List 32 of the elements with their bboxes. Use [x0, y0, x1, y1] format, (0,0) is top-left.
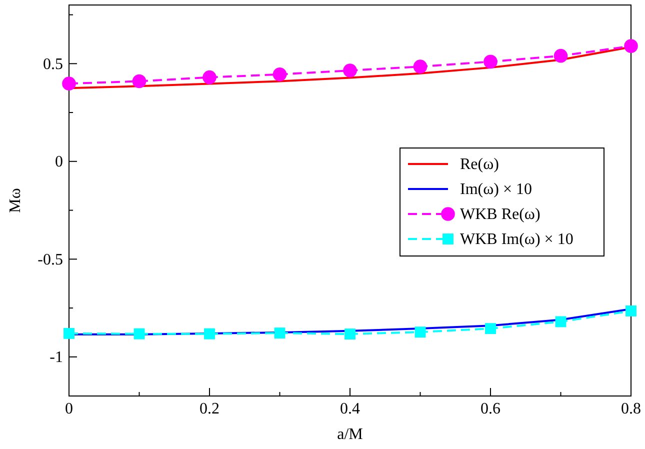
point [343, 64, 357, 78]
point [274, 328, 286, 339]
point [624, 39, 638, 53]
point [62, 76, 76, 90]
point [202, 70, 216, 84]
point [204, 328, 215, 340]
point [554, 48, 568, 63]
legend-label: WKB Im(ω) × 10 [460, 231, 574, 248]
point [272, 68, 287, 82]
x-tick-label: 0.6 [480, 400, 500, 418]
y-tick-label: -1 [50, 349, 63, 366]
point [414, 326, 426, 338]
point [626, 305, 636, 316]
point [64, 328, 74, 339]
point [485, 323, 496, 334]
y-tick-label: 0 [55, 154, 63, 171]
x-axis-title: a/M [337, 426, 363, 443]
point [484, 54, 498, 69]
legend-label: Im(ω) × 10 [460, 181, 532, 198]
point [344, 328, 356, 340]
point [132, 74, 146, 88]
legend-label: WKB Re(ω) [460, 206, 540, 223]
point [555, 316, 566, 328]
legend-label: Re(ω) [460, 156, 499, 173]
x-tick-label: 0.2 [200, 400, 220, 418]
y-axis-title: Mω [7, 188, 24, 213]
y-tick-label: -0.5 [38, 251, 63, 268]
x-tick-label: 0.8 [621, 400, 641, 418]
point [134, 328, 145, 340]
x-tick-label: 0.4 [340, 400, 360, 418]
y-tick-label: 0.5 [43, 56, 63, 73]
point [413, 60, 428, 74]
